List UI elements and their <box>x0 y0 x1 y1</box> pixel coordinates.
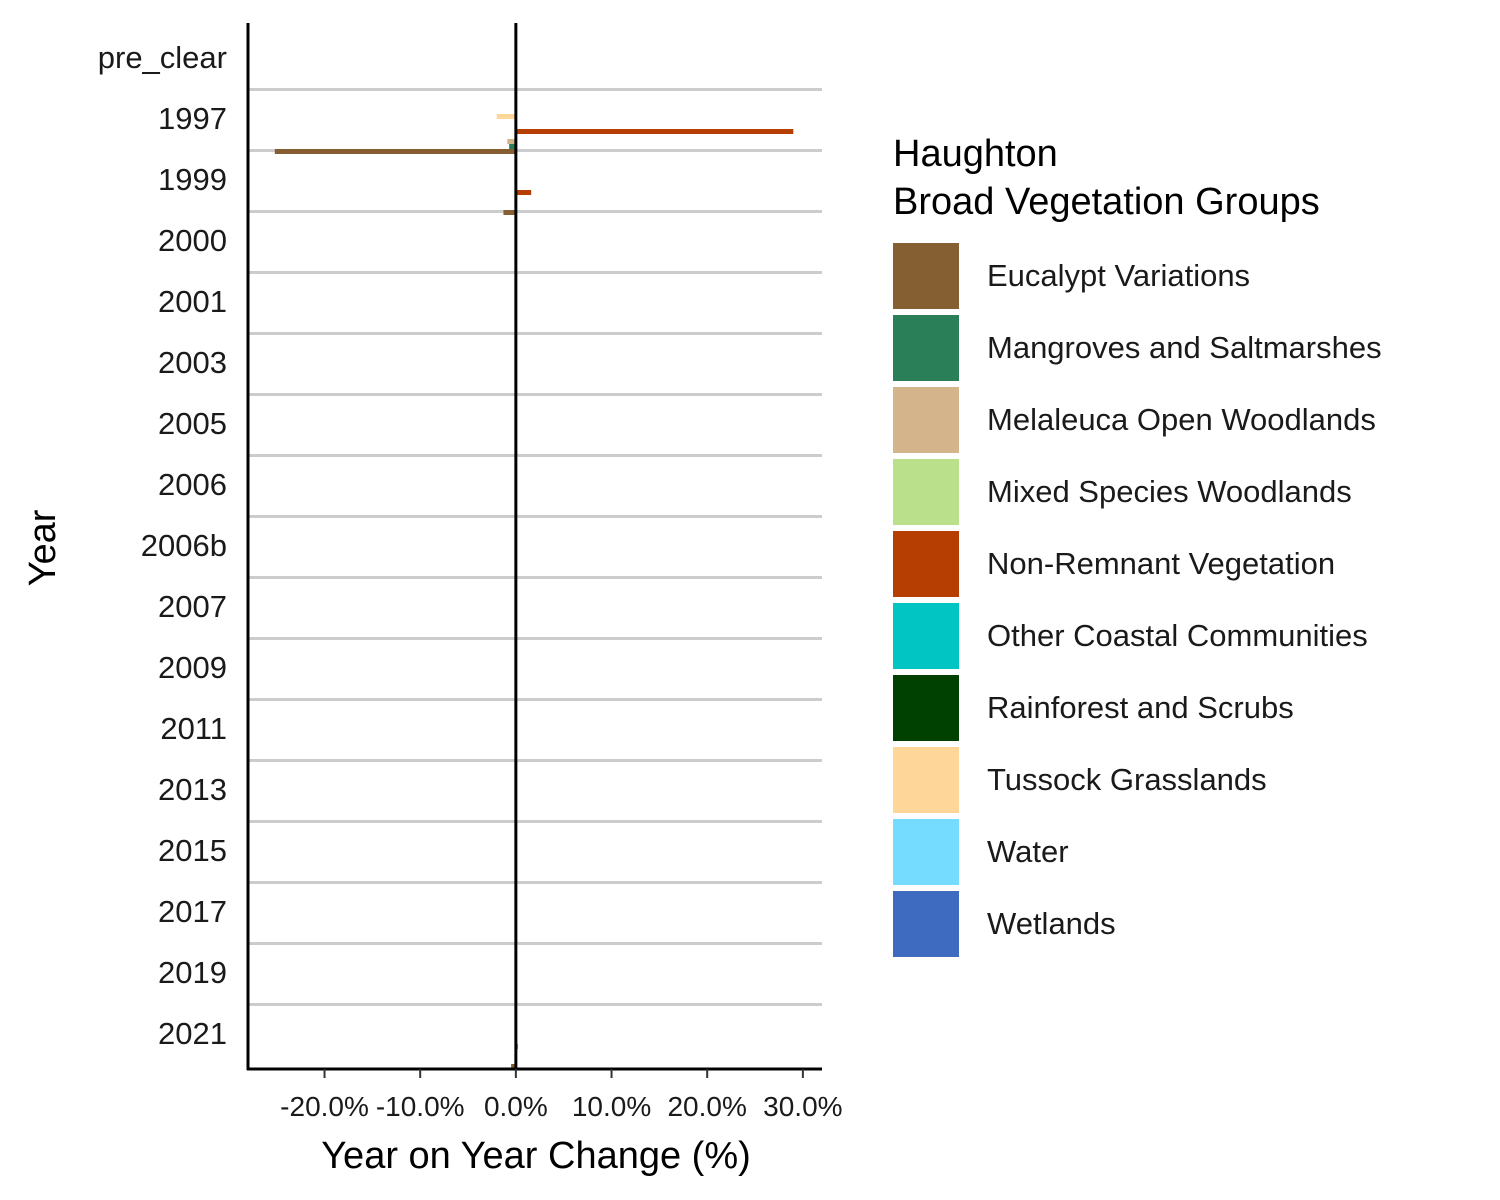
legend-item: Tussock Grasslands <box>893 744 1382 816</box>
bar <box>507 139 516 144</box>
y-axis-title: Year <box>22 509 64 586</box>
x-tick-label: -10.0% <box>376 1091 465 1122</box>
y-tick-label: 1997 <box>158 101 227 136</box>
y-tick-label: 2013 <box>158 772 227 807</box>
y-tick-label: 2007 <box>158 589 227 624</box>
legend-item: Rainforest and Scrubs <box>893 672 1382 744</box>
legend-label: Non-Remnant Vegetation <box>987 546 1336 581</box>
legend-items: Eucalypt Variations Mangroves and Saltmar… <box>893 240 1382 960</box>
legend-item: Eucalypt Variations <box>893 240 1382 312</box>
bar <box>503 210 516 215</box>
x-tick-label: 20.0% <box>667 1091 746 1122</box>
x-tick-label: 30.0% <box>763 1091 842 1122</box>
y-tick-label: 2001 <box>158 284 227 319</box>
legend-swatch <box>893 819 959 885</box>
legend-swatch <box>893 387 959 453</box>
y-tick-label: 2017 <box>158 894 227 929</box>
legend-label: Rainforest and Scrubs <box>987 690 1294 725</box>
y-tick-label: 2005 <box>158 406 227 441</box>
legend-swatch <box>893 747 959 813</box>
legend-swatch <box>893 675 959 741</box>
legend-item: Wetlands <box>893 888 1382 960</box>
legend-swatch <box>893 459 959 525</box>
x-tick-label: 0.0% <box>484 1091 548 1122</box>
y-tick-label: 2021 <box>158 1016 227 1051</box>
legend-title-line-1: Haughton <box>893 133 1058 175</box>
legend-swatch <box>893 603 959 669</box>
y-tick-label: 2015 <box>158 833 227 868</box>
legend-item: Other Coastal Communities <box>893 600 1382 672</box>
y-tick-label: 2011 <box>160 711 227 746</box>
y-tick-label: 2003 <box>158 345 227 380</box>
legend-item: Water <box>893 816 1382 888</box>
y-tick-labels: pre_clear 1997 1999 2000 2001 2003 2005 2006 200… <box>98 40 227 1051</box>
legend-item: Non-Remnant Vegetation <box>893 528 1382 600</box>
x-tick-label: 10.0% <box>572 1091 651 1122</box>
legend-item: Mixed Species Woodlands <box>893 456 1382 528</box>
y-tick-label: 2009 <box>158 650 227 685</box>
bar <box>515 190 532 195</box>
bar <box>274 149 516 154</box>
legend-title: Haughton Broad Vegetation Groups <box>893 130 1382 226</box>
x-tick-labels: -20.0% -10.0% 0.0% 10.0% 20.0% 30.0% <box>280 1069 843 1122</box>
legend-label: Water <box>987 834 1069 869</box>
bar <box>515 129 794 134</box>
bar <box>511 1064 516 1069</box>
legend-item: Melaleuca Open Woodlands <box>893 384 1382 456</box>
y-tick-label: 2000 <box>158 223 227 258</box>
legend-label: Other Coastal Communities <box>987 618 1368 653</box>
y-tick-label: 1999 <box>158 162 227 197</box>
legend-swatch <box>893 243 959 309</box>
y-tick-label: 2019 <box>158 955 227 990</box>
y-tick-label: pre_clear <box>98 40 227 75</box>
legend-swatch <box>893 315 959 381</box>
bar <box>509 144 516 149</box>
legend-label: Mangroves and Saltmarshes <box>987 330 1382 365</box>
x-tick-label: -20.0% <box>280 1091 369 1122</box>
x-axis-title: Year on Year Change (%) <box>321 1135 751 1177</box>
gridlines <box>248 88 822 1006</box>
legend-label: Wetlands <box>987 906 1116 941</box>
legend-label: Tussock Grasslands <box>987 762 1267 797</box>
legend-item: Mangroves and Saltmarshes <box>893 312 1382 384</box>
y-tick-label: 2006 <box>158 467 227 502</box>
legend-label: Eucalypt Variations <box>987 258 1251 293</box>
legend-label: Melaleuca Open Woodlands <box>987 402 1376 437</box>
legend: Haughton Broad Vegetation Groups Eucalyp… <box>893 130 1382 960</box>
bars <box>274 114 794 1069</box>
legend-swatch <box>893 531 959 597</box>
legend-title-line-2: Broad Vegetation Groups <box>893 181 1320 223</box>
chart-canvas: pre_clear 1997 1999 2000 2001 2003 2005 2006 200… <box>22 23 843 1177</box>
bar <box>496 114 516 119</box>
legend-label: Mixed Species Woodlands <box>987 474 1352 509</box>
y-tick-label: 2006b <box>141 528 227 563</box>
legend-swatch <box>893 891 959 957</box>
